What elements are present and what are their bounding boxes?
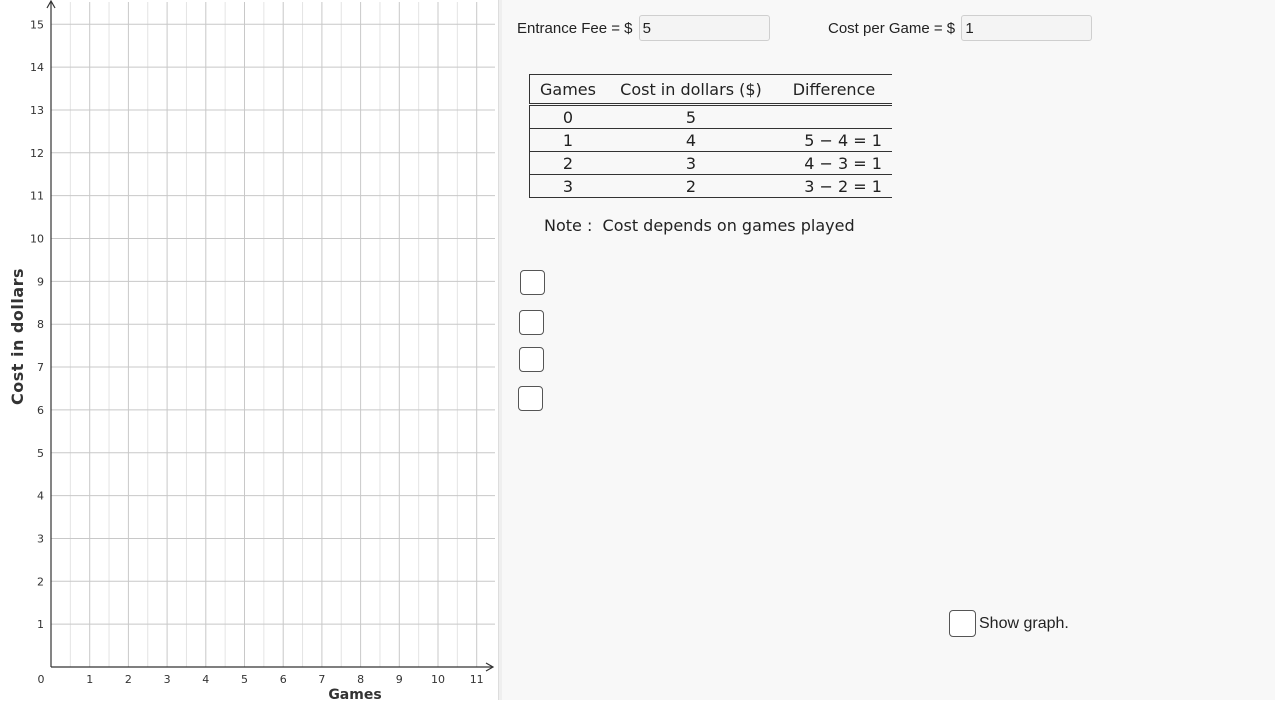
x-axis-title: Games <box>328 687 382 703</box>
x-tick-label: 2 <box>125 673 132 686</box>
entrance-fee-label: Entrance Fee = $ <box>517 19 637 37</box>
y-tick-label: 5 <box>37 447 44 460</box>
table-cell-games: 3 <box>528 174 606 198</box>
checkbox-3[interactable] <box>519 347 544 372</box>
entrance-fee-row: Entrance Fee = $ <box>517 15 770 41</box>
y-tick-label: 9 <box>37 275 44 288</box>
table-row: 2 3 4 − 3 = 1 <box>528 151 892 175</box>
cost-table: Games Cost in dollars ($) Difference 0 5… <box>528 74 892 198</box>
x-tick-label: 6 <box>280 673 287 686</box>
table-cell-difference: 4 − 3 = 1 <box>775 151 892 175</box>
y-tick-label: 4 <box>37 490 44 503</box>
x-tick-label: 10 <box>431 673 445 686</box>
checkbox-1[interactable] <box>520 270 545 295</box>
y-tick-label: 15 <box>30 18 44 31</box>
y-tick-label: 6 <box>37 404 44 417</box>
show-graph-checkbox[interactable] <box>949 610 976 637</box>
entrance-fee-input[interactable] <box>638 15 770 41</box>
panel-divider[interactable] <box>498 0 502 700</box>
table-cell-cost: 5 <box>605 104 776 129</box>
x-tick-label: 1 <box>86 673 93 686</box>
table-header-row: Games Cost in dollars ($) Difference <box>528 74 892 106</box>
x-tick-label: 4 <box>202 673 209 686</box>
table-cell-games: 1 <box>528 128 606 152</box>
y-tick-label: 10 <box>30 233 44 246</box>
table-cell-difference: 3 − 2 = 1 <box>775 174 892 198</box>
note-text: Note : Cost depends on games played <box>544 216 855 235</box>
y-tick-label: 1 <box>37 618 44 631</box>
table-row: 0 5 <box>528 104 892 129</box>
y-tick-label: 14 <box>30 61 44 74</box>
x-tick-label: 0 <box>38 673 45 686</box>
x-tick-label: 3 <box>164 673 171 686</box>
y-tick-label: 7 <box>37 361 44 374</box>
side-panel: Entrance Fee = $ Cost per Game = $ Games… <box>502 0 1275 700</box>
x-tick-label: 5 <box>241 673 248 686</box>
table-header-difference: Difference <box>775 74 892 106</box>
table-cell-cost: 4 <box>605 128 776 152</box>
y-tick-label: 3 <box>37 532 44 545</box>
table-header-cost: Cost in dollars ($) <box>605 74 776 106</box>
x-axis-arrow <box>485 662 495 672</box>
x-tick-label: 9 <box>396 673 403 686</box>
cost-per-game-row: Cost per Game = $ <box>828 15 1093 41</box>
table-cell-games: 2 <box>528 151 606 175</box>
checkbox-4[interactable] <box>518 386 543 411</box>
table-cell-cost: 3 <box>605 151 776 175</box>
table-row: 1 4 5 − 4 = 1 <box>528 128 892 152</box>
y-axis-title: Cost in dollars <box>8 267 27 405</box>
x-tick-label: 8 <box>357 673 364 686</box>
table-cell-games: 0 <box>528 104 606 129</box>
y-tick-label: 12 <box>30 147 44 160</box>
cost-per-game-label: Cost per Game = $ <box>828 19 960 37</box>
cost-per-game-input[interactable] <box>961 15 1093 41</box>
show-graph-toggle[interactable]: Show graph. <box>949 610 1069 637</box>
table-header-games: Games <box>528 74 606 106</box>
table-cell-cost: 2 <box>605 174 776 198</box>
graphics-view[interactable]: 0 1 2 3 4 5 6 7 8 9 10 11 1 2 3 4 5 6 7 8 9 10 11 12 13 14 15 Cost… <box>0 0 498 703</box>
y-tick-label: 11 <box>30 190 44 203</box>
checkbox-2[interactable] <box>519 310 544 335</box>
table-row: 3 2 3 − 2 = 1 <box>528 174 892 198</box>
y-axis-arrow <box>46 0 56 9</box>
table-cell-difference <box>775 104 892 129</box>
x-tick-label: 11 <box>470 673 484 686</box>
y-tick-label: 2 <box>37 575 44 588</box>
show-graph-label[interactable]: Show graph. <box>979 614 1069 632</box>
y-tick-label: 13 <box>30 104 44 117</box>
x-tick-label: 7 <box>318 673 325 686</box>
y-tick-label: 8 <box>37 318 44 331</box>
table-cell-difference: 5 − 4 = 1 <box>775 128 892 152</box>
